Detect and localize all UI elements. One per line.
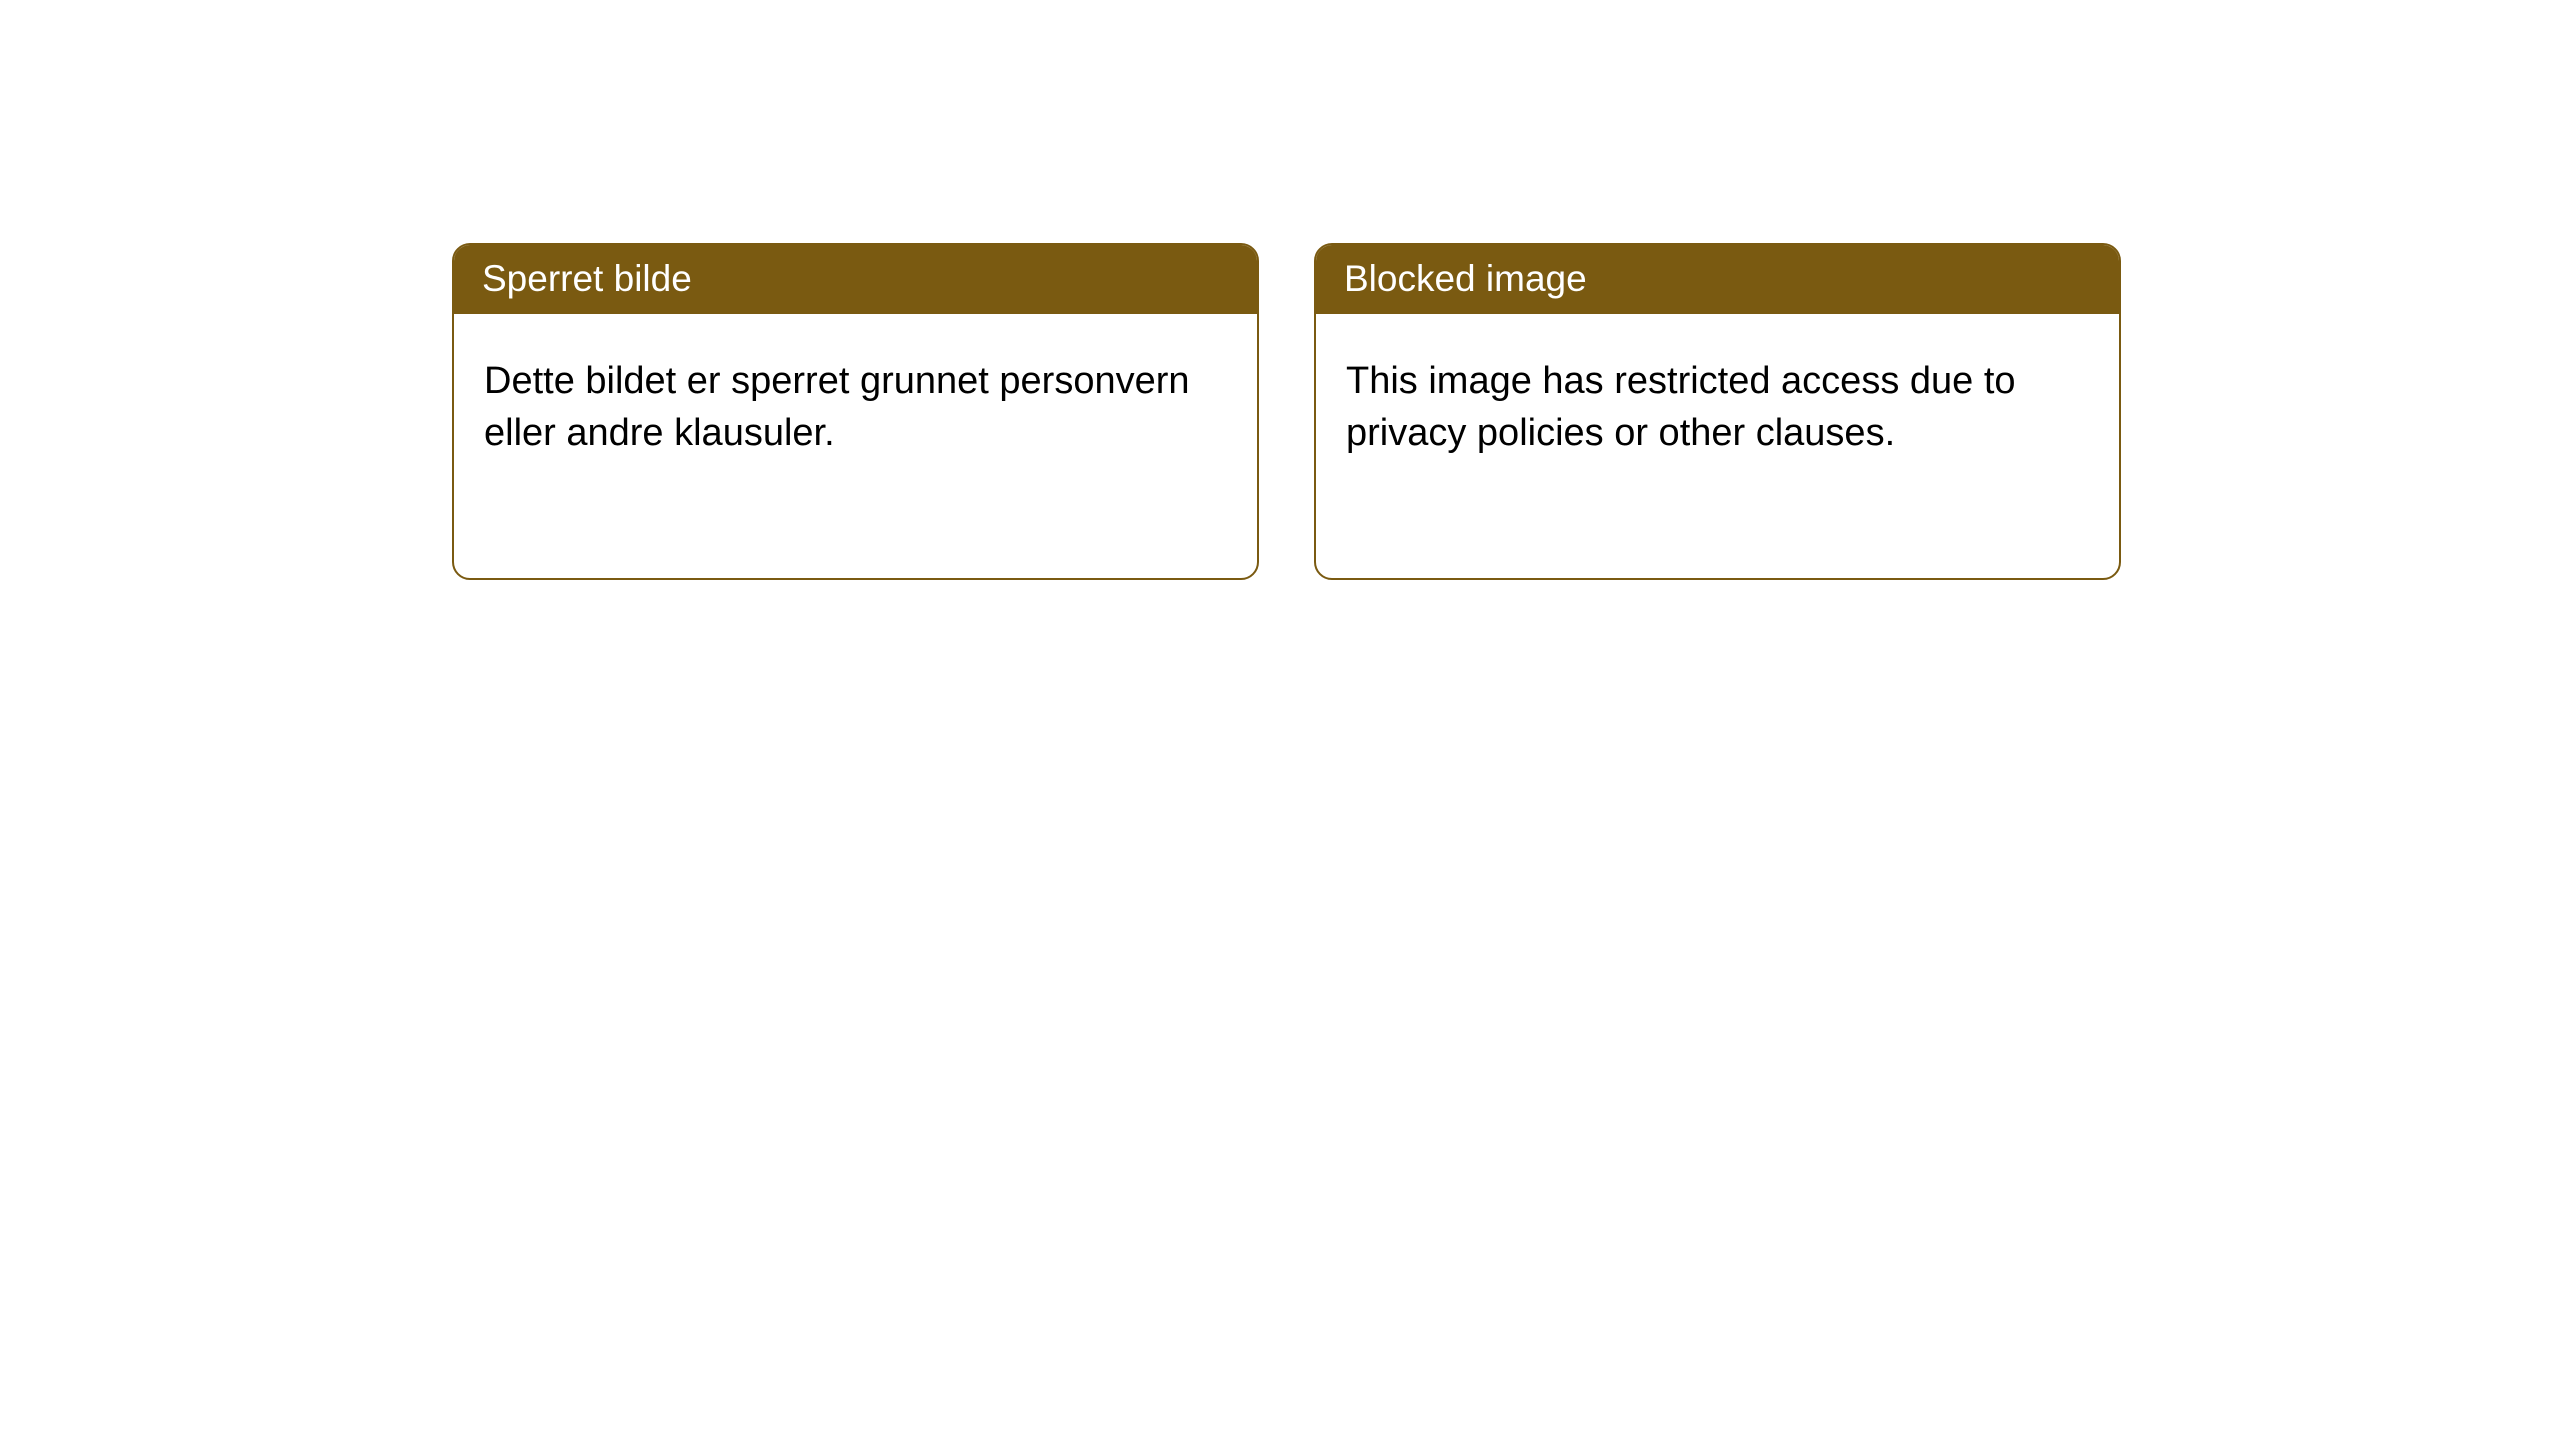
notice-header: Blocked image — [1316, 245, 2119, 314]
notice-body: Dette bildet er sperret grunnet personve… — [454, 314, 1257, 489]
notice-body-text: This image has restricted access due to … — [1346, 360, 2016, 453]
notice-header: Sperret bilde — [454, 245, 1257, 314]
notice-container: Sperret bilde Dette bildet er sperret gr… — [452, 243, 2121, 580]
notice-card-norwegian: Sperret bilde Dette bildet er sperret gr… — [452, 243, 1259, 580]
notice-body: This image has restricted access due to … — [1316, 314, 2119, 489]
notice-title: Blocked image — [1344, 258, 1587, 299]
notice-card-english: Blocked image This image has restricted … — [1314, 243, 2121, 580]
notice-body-text: Dette bildet er sperret grunnet personve… — [484, 360, 1190, 453]
notice-title: Sperret bilde — [482, 258, 692, 299]
